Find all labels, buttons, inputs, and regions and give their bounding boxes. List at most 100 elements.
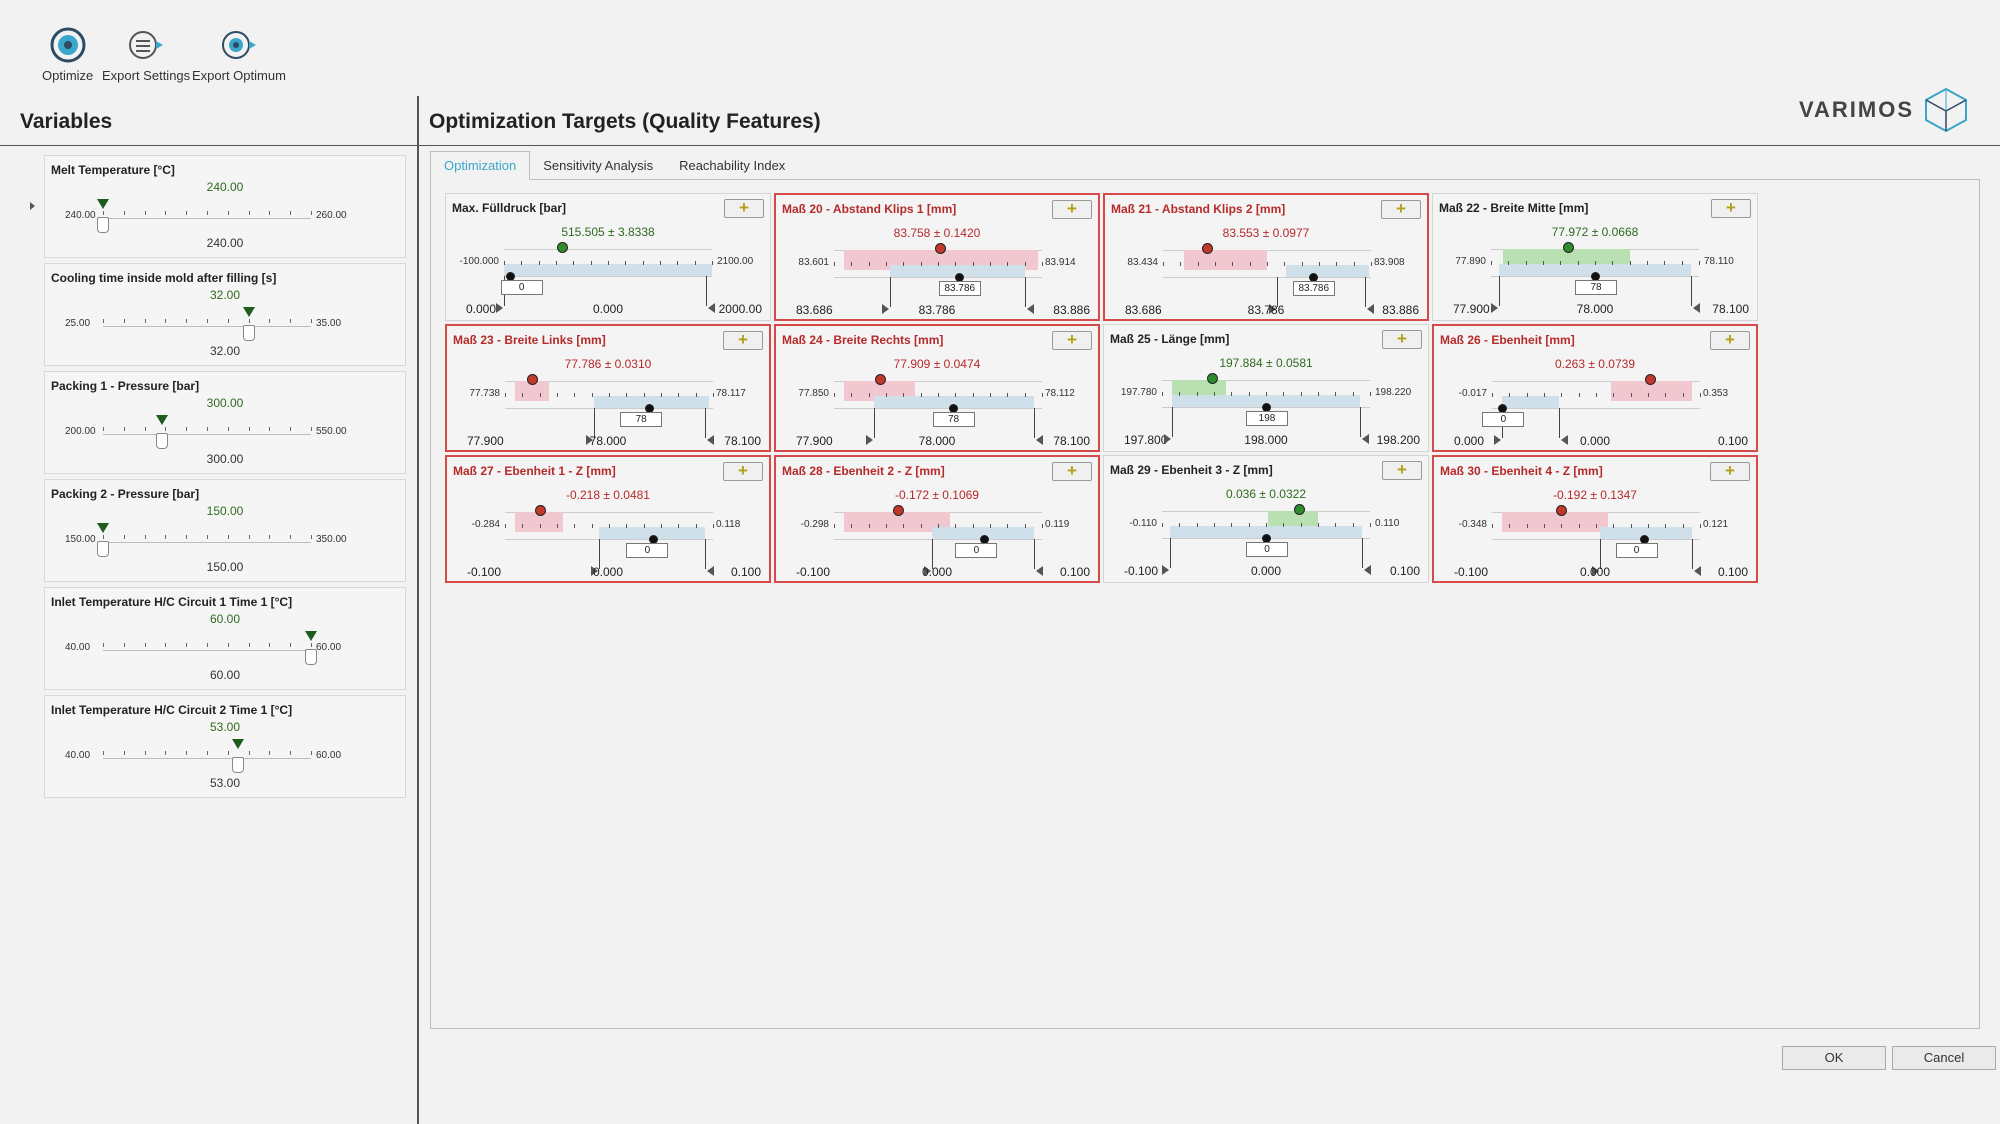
target-value-input[interactable]: 0 (1615, 543, 1658, 558)
optimum-marker-icon (156, 415, 169, 425)
upper-limit-arrow-icon[interactable] (706, 566, 714, 576)
lower-limit-arrow-icon[interactable] (496, 303, 503, 313)
lower-limit-arrow-icon[interactable] (1592, 566, 1600, 576)
tolerance-lower: -0.100 (467, 565, 502, 579)
tolerance-band (873, 396, 1034, 408)
variable-name: Inlet Temperature H/C Circuit 2 Time 1 [… (51, 703, 293, 717)
prediction-band (515, 512, 564, 532)
target-nominal: 0.000 (592, 302, 624, 316)
tolerance-upper: 0.100 (1059, 565, 1090, 579)
add-button[interactable]: + (723, 462, 763, 481)
target-title: Maß 22 - Breite Mitte [mm] (1439, 201, 1589, 215)
add-button[interactable]: + (724, 199, 764, 218)
prediction-dot-icon (874, 374, 886, 385)
slider-thumb[interactable] (232, 757, 245, 773)
add-button[interactable]: + (1382, 461, 1422, 480)
lower-limit-arrow-icon[interactable] (586, 435, 594, 445)
target-title: Maß 29 - Ebenheit 3 - Z [mm] (1110, 463, 1273, 477)
track-rail (834, 408, 1042, 409)
target-value-input[interactable]: 0 (1246, 542, 1288, 557)
upper-limit-arrow-icon[interactable] (706, 435, 714, 445)
target-title: Maß 30 - Ebenheit 4 - Z [mm] (1440, 464, 1603, 478)
add-button[interactable]: + (1052, 200, 1092, 219)
export-optimum-button[interactable]: Export Optimum (192, 26, 286, 83)
panel-divider[interactable] (417, 96, 419, 1124)
lower-limit-arrow-icon[interactable] (1269, 304, 1277, 314)
tolerance-lower-line (1600, 539, 1602, 569)
add-button[interactable]: + (723, 331, 763, 350)
lower-limit-arrow-icon[interactable] (590, 566, 598, 576)
track-rail (504, 249, 712, 250)
optimum-marker-icon (242, 307, 255, 317)
lower-limit-arrow-icon[interactable] (882, 304, 890, 314)
ok-button[interactable]: OK (1782, 1046, 1886, 1070)
tolerance-upper-line (1359, 407, 1361, 437)
optimum-marker-icon (305, 631, 317, 641)
upper-limit-arrow-icon[interactable] (1361, 434, 1369, 444)
tolerance-band (504, 264, 712, 276)
slider-thumb[interactable] (156, 433, 169, 449)
add-button[interactable]: + (1052, 462, 1092, 481)
lower-limit-arrow-icon[interactable] (1162, 565, 1170, 575)
expand-arrow-icon[interactable] (30, 202, 35, 210)
tolerance-upper-line (1361, 538, 1363, 568)
target-value-input[interactable]: 78 (1575, 280, 1617, 295)
tolerance-lower-line (1277, 277, 1279, 307)
lower-limit-arrow-icon[interactable] (1164, 434, 1172, 444)
target-card: Maß 21 - Abstand Klips 2 [mm] + 83.553 ±… (1103, 193, 1429, 321)
target-track (1163, 250, 1371, 278)
axis-min: 197.780 (1120, 387, 1157, 398)
target-card: Maß 28 - Ebenheit 2 - Z [mm] + -0.172 ± … (774, 455, 1100, 583)
axis-min: 83.601 (798, 257, 829, 268)
slider-thumb[interactable] (242, 325, 255, 341)
upper-limit-arrow-icon[interactable] (1035, 566, 1043, 576)
tab-sensitivity-analysis[interactable]: Sensitivity Analysis (543, 158, 654, 173)
upper-limit-arrow-icon[interactable] (1693, 566, 1701, 576)
tolerance-lower-line (873, 408, 875, 438)
target-value-input[interactable]: 78 (932, 412, 975, 427)
target-value-input[interactable]: 0 (500, 280, 543, 295)
add-button[interactable]: + (1382, 330, 1422, 349)
lower-limit-arrow-icon[interactable] (865, 435, 873, 445)
lower-limit-arrow-icon[interactable] (923, 566, 931, 576)
variable-value: 300.00 (206, 396, 244, 410)
upper-limit-arrow-icon[interactable] (707, 303, 715, 313)
target-value-input[interactable]: 0 (1482, 412, 1525, 427)
add-button[interactable]: + (1381, 200, 1421, 219)
variable-max: 550.00 (316, 426, 347, 437)
target-value-input[interactable]: 198 (1246, 411, 1288, 426)
add-button[interactable]: + (1711, 199, 1751, 218)
lower-limit-arrow-icon[interactable] (1491, 303, 1499, 313)
upper-limit-arrow-icon[interactable] (1363, 565, 1371, 575)
lower-limit-arrow-icon[interactable] (1494, 435, 1502, 445)
optimize-button[interactable]: Optimize (42, 26, 93, 83)
add-button[interactable]: + (1052, 331, 1092, 350)
target-nominal: 83.786 (918, 303, 956, 317)
axis-min: 77.738 (469, 388, 500, 399)
target-value-input[interactable]: 83.786 (1292, 281, 1335, 296)
slider-thumb[interactable] (305, 649, 317, 665)
target-value-input[interactable]: 0 (626, 543, 669, 558)
upper-limit-arrow-icon[interactable] (1035, 435, 1043, 445)
tolerance-lower-line (1172, 407, 1174, 437)
export-settings-button[interactable]: Export Settings (102, 26, 190, 83)
slider-thumb[interactable] (97, 217, 109, 233)
target-value-input[interactable]: 83.786 (938, 281, 981, 296)
slider-thumb[interactable] (97, 541, 109, 557)
upper-limit-arrow-icon[interactable] (1027, 304, 1035, 314)
target-value-input[interactable]: 0 (955, 543, 998, 558)
target-card: Maß 24 - Breite Rechts [mm] + 77.909 ± 0… (774, 324, 1100, 452)
optimum-marker-icon (97, 199, 109, 209)
axis-max: 83.908 (1374, 257, 1405, 268)
target-value-input[interactable]: 78 (620, 412, 663, 427)
add-button[interactable]: + (1710, 462, 1750, 481)
upper-limit-arrow-icon[interactable] (1366, 304, 1374, 314)
upper-limit-arrow-icon[interactable] (1692, 303, 1700, 313)
tab-reachability-index[interactable]: Reachability Index (679, 158, 786, 173)
slider-ticks (103, 643, 312, 649)
target-prediction: 77.909 ± 0.0474 (893, 357, 981, 371)
add-button[interactable]: + (1710, 331, 1750, 350)
cancel-button[interactable]: Cancel (1892, 1046, 1996, 1070)
upper-limit-arrow-icon[interactable] (1560, 435, 1568, 445)
tab-optimization[interactable]: Optimization (430, 151, 531, 180)
